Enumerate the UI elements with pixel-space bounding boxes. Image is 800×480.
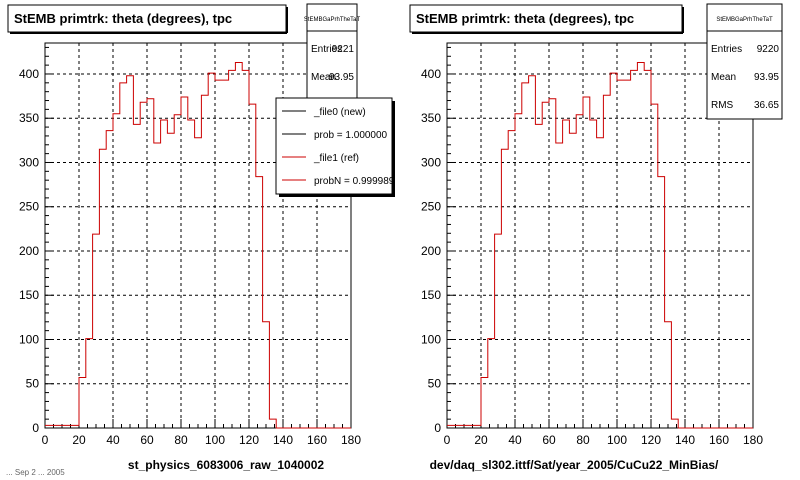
x-axis-label: dev/daq_sl302.ittf/Sat/year_2005/CuCu22_… — [430, 458, 719, 472]
x-tick-label: 180 — [743, 433, 763, 447]
x-tick-label: 0 — [42, 433, 49, 447]
x-tick-label: 80 — [174, 433, 188, 447]
x-tick-label: 100 — [205, 433, 225, 447]
x-tick-label: 140 — [675, 433, 695, 447]
x-tick-label: 40 — [106, 433, 120, 447]
x-axis-label: st_physics_6083006_raw_1040002 — [128, 458, 324, 472]
y-tick-label: 150 — [421, 288, 441, 302]
y-tick-label: 50 — [26, 377, 40, 391]
histogram-series-1 — [45, 61, 351, 429]
y-tick-label: 400 — [19, 67, 39, 81]
x-tick-label: 160 — [307, 433, 327, 447]
y-tick-label: 300 — [421, 155, 441, 169]
stats-label: RMS — [711, 100, 734, 111]
y-tick-label: 350 — [421, 111, 441, 125]
x-tick-label: 180 — [341, 433, 361, 447]
stats-label: Entries — [311, 44, 342, 55]
y-tick-label: 150 — [19, 288, 39, 302]
y-tick-label: 50 — [428, 377, 442, 391]
stats-label: Mean — [711, 72, 736, 83]
y-tick-label: 0 — [434, 421, 441, 435]
stats-value: 9220 — [757, 44, 780, 55]
y-tick-label: 200 — [19, 244, 39, 258]
x-tick-label: 60 — [542, 433, 556, 447]
x-tick-label: 140 — [273, 433, 293, 447]
y-tick-label: 300 — [19, 155, 39, 169]
legend-box — [275, 97, 393, 195]
legend-label: _file0 (new) — [313, 107, 366, 118]
legend-label: prob = 1.000000 — [314, 130, 388, 141]
stats-name: StEMBGaPrhTheTaT — [716, 17, 773, 23]
y-tick-label: 0 — [32, 421, 39, 435]
y-tick-label: 250 — [19, 200, 39, 214]
x-tick-label: 20 — [72, 433, 86, 447]
chart-panel-1: 0 20 40 60 80 100 120 140 160 180 0 50 100 150 200 250 3… — [7, 3, 395, 472]
stats-value: 9221 — [332, 44, 355, 55]
legend-label: _file1 (ref) — [313, 153, 359, 164]
stats-box — [706, 3, 783, 120]
x-tick-label: 160 — [709, 433, 729, 447]
legend: _file0 (new) prob = 1.000000 _file1 (ref) p… — [275, 97, 395, 197]
y-tick-label: 400 — [421, 67, 441, 81]
y-tick-label: 350 — [19, 111, 39, 125]
chart-title: StEMB primtrk: theta (degrees), tpc — [14, 11, 232, 26]
x-tick-label: 40 — [508, 433, 522, 447]
x-tick-label: 80 — [576, 433, 590, 447]
y-tick-label: 250 — [421, 200, 441, 214]
stats-value: 36.65 — [754, 100, 779, 111]
x-tick-label: 100 — [607, 433, 627, 447]
plot-frame — [446, 42, 754, 429]
stats-name: StEMBGaPrhTheTaT — [304, 17, 361, 23]
y-tick-label: 100 — [19, 332, 39, 346]
x-tick-label: 120 — [239, 433, 259, 447]
x-tick-label: 0 — [444, 433, 451, 447]
chart-panel-2: 0 20 40 60 80 100 120 140 160 180 0 50 100 150 200 250 3… — [409, 3, 783, 472]
y-tick-label: 100 — [421, 332, 441, 346]
x-tick-label: 60 — [140, 433, 154, 447]
chart-title: StEMB primtrk: theta (degrees), tpc — [416, 11, 634, 26]
x-tick-label: 20 — [474, 433, 488, 447]
stats-label: Mean — [311, 72, 336, 83]
footer-text: ... Sep 2 ... 2005 — [6, 468, 65, 477]
legend-label: probN = 0.999989 — [314, 176, 395, 187]
y-tick-label: 200 — [421, 244, 441, 258]
stats-value: 93.95 — [754, 72, 779, 83]
legend-entries: _file0 (new) prob = 1.000000 _file1 (ref) p… — [282, 107, 395, 187]
stats-value: 93.95 — [329, 72, 354, 83]
x-tick-label: 120 — [641, 433, 661, 447]
stats-label: Entries — [711, 44, 742, 55]
histogram-series-1 — [447, 61, 753, 429]
